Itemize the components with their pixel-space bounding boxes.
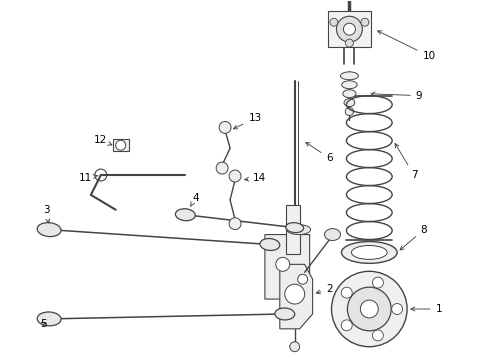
Text: 6: 6 [306,143,333,163]
Circle shape [392,303,403,314]
Bar [113,139,129,151]
Circle shape [361,18,369,26]
Bar [286,205,300,255]
Text: 2: 2 [316,284,333,294]
Circle shape [345,39,353,47]
Ellipse shape [260,239,280,251]
Text: 10: 10 [378,31,436,61]
Circle shape [347,287,391,331]
Polygon shape [280,264,313,329]
Ellipse shape [275,308,294,320]
Text: 9: 9 [371,91,422,101]
Circle shape [330,18,338,26]
Bar [327,11,371,47]
Circle shape [219,121,231,133]
Ellipse shape [343,90,356,98]
Circle shape [337,16,362,42]
Text: 13: 13 [234,113,262,129]
Circle shape [360,300,378,318]
Ellipse shape [286,222,304,233]
Circle shape [342,320,352,331]
Circle shape [116,140,125,150]
Text: 11: 11 [79,173,98,183]
Circle shape [276,257,290,271]
Text: 5: 5 [40,319,47,329]
Ellipse shape [175,209,195,221]
Text: 12: 12 [94,135,112,145]
Ellipse shape [324,229,341,240]
Circle shape [298,274,308,284]
Polygon shape [265,235,310,299]
Circle shape [285,284,305,304]
Circle shape [229,170,241,182]
Ellipse shape [37,312,61,326]
Ellipse shape [342,81,357,89]
Circle shape [290,342,300,352]
Circle shape [372,277,383,288]
Circle shape [342,287,352,298]
Text: 4: 4 [191,193,198,206]
Text: 14: 14 [245,173,267,183]
Ellipse shape [37,222,61,237]
Ellipse shape [287,225,311,235]
Ellipse shape [342,242,397,264]
Ellipse shape [351,246,387,260]
Circle shape [229,218,241,230]
Text: 8: 8 [400,225,427,250]
Text: 1: 1 [411,304,442,314]
Ellipse shape [344,99,355,107]
Circle shape [332,271,407,347]
Text: 3: 3 [43,205,49,223]
Text: 7: 7 [395,144,417,180]
Circle shape [372,330,383,341]
Circle shape [216,162,228,174]
Circle shape [343,23,355,35]
Ellipse shape [341,72,358,80]
Ellipse shape [345,108,354,116]
